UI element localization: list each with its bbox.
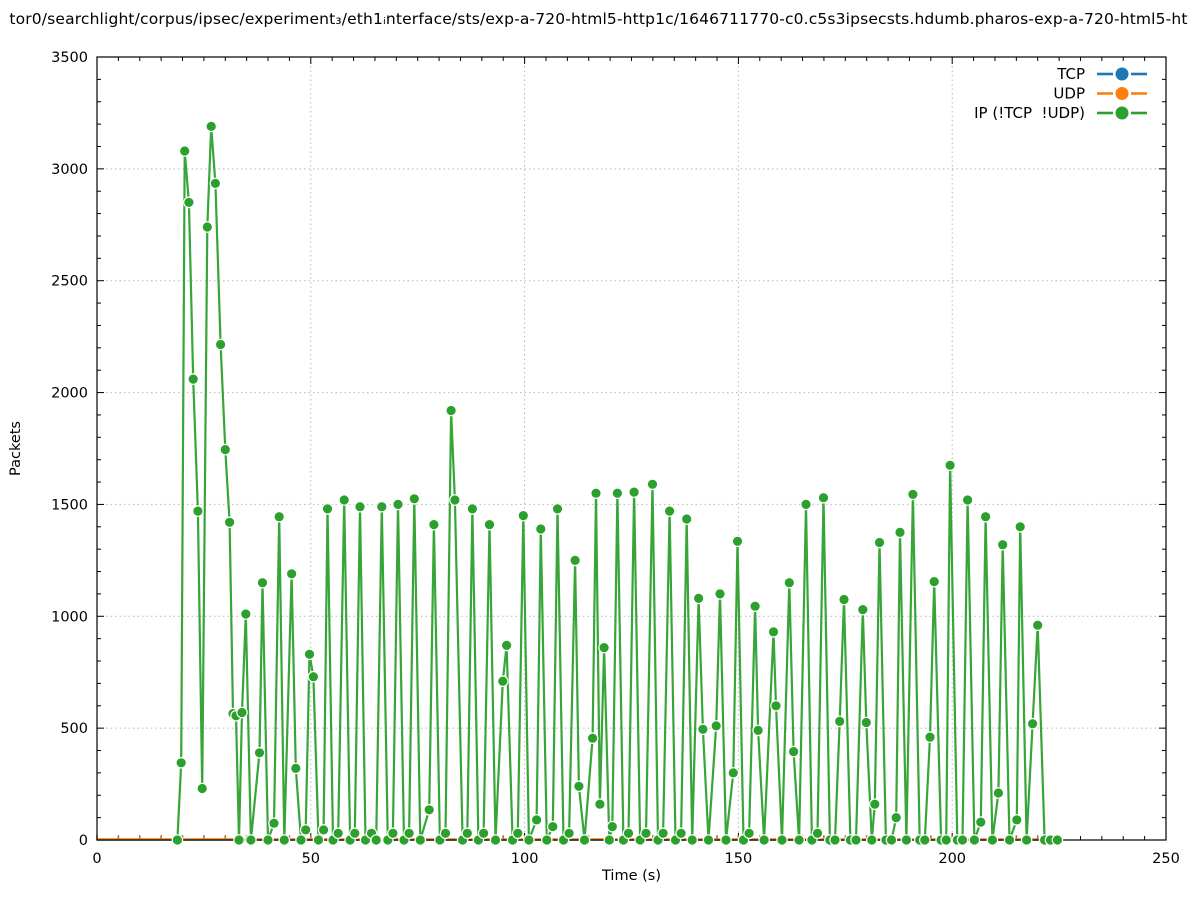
- x-tick-label: 50: [302, 851, 320, 867]
- x-axis-tick-labels: 0 50 100 150 200 250: [92, 851, 1179, 867]
- legend-label: TCP: [1056, 65, 1085, 83]
- plot-grid: [96, 56, 1167, 841]
- y-tick-label: 3000: [51, 162, 88, 178]
- legend-marker-icon: [1115, 67, 1129, 81]
- y-tick-label: 1500: [51, 497, 88, 513]
- y-tick-label: 500: [60, 721, 88, 737]
- y-tick-label: 2000: [51, 386, 88, 402]
- x-tick-label: 150: [725, 851, 753, 867]
- y-tick-label: 3500: [51, 50, 88, 66]
- x-axis-ticks: [96, 57, 1167, 840]
- chart-title-bar: tor0/searchlight/corpus/ipsec/experiment…: [0, 9, 1197, 33]
- x-tick-label: 200: [938, 851, 966, 867]
- chart-title: tor0/searchlight/corpus/ipsec/experiment…: [9, 10, 1188, 28]
- y-tick-label: 0: [79, 833, 88, 849]
- y-axis-label: Packets: [8, 421, 24, 476]
- series-ip-points: [171, 120, 1064, 846]
- x-tick-label: 100: [511, 851, 539, 867]
- legend-label: IP (!TCP !UDP): [974, 104, 1085, 122]
- series-ip-line: [176, 125, 1059, 842]
- y-tick-label: 2500: [51, 274, 88, 290]
- legend-entry-ip: IP (!TCP !UDP): [974, 104, 1147, 122]
- legend-label: UDP: [1053, 85, 1085, 103]
- y-axis-ticks: [97, 56, 1166, 841]
- plot-border: [96, 56, 1167, 841]
- y-axis-tick-labels: 0 500 1000 1500 2000 2500 3000 3500: [51, 50, 88, 849]
- legend-marker-icon: [1115, 87, 1129, 100]
- legend-entry-udp: UDP: [1053, 85, 1147, 103]
- legend-marker-icon: [1115, 106, 1129, 120]
- x-tick-label: 0: [92, 851, 101, 867]
- legend-entry-tcp: TCP: [1056, 65, 1147, 83]
- x-tick-label: 250: [1152, 851, 1180, 867]
- x-axis-label: Time (s): [601, 868, 661, 884]
- y-tick-label: 1000: [51, 609, 88, 625]
